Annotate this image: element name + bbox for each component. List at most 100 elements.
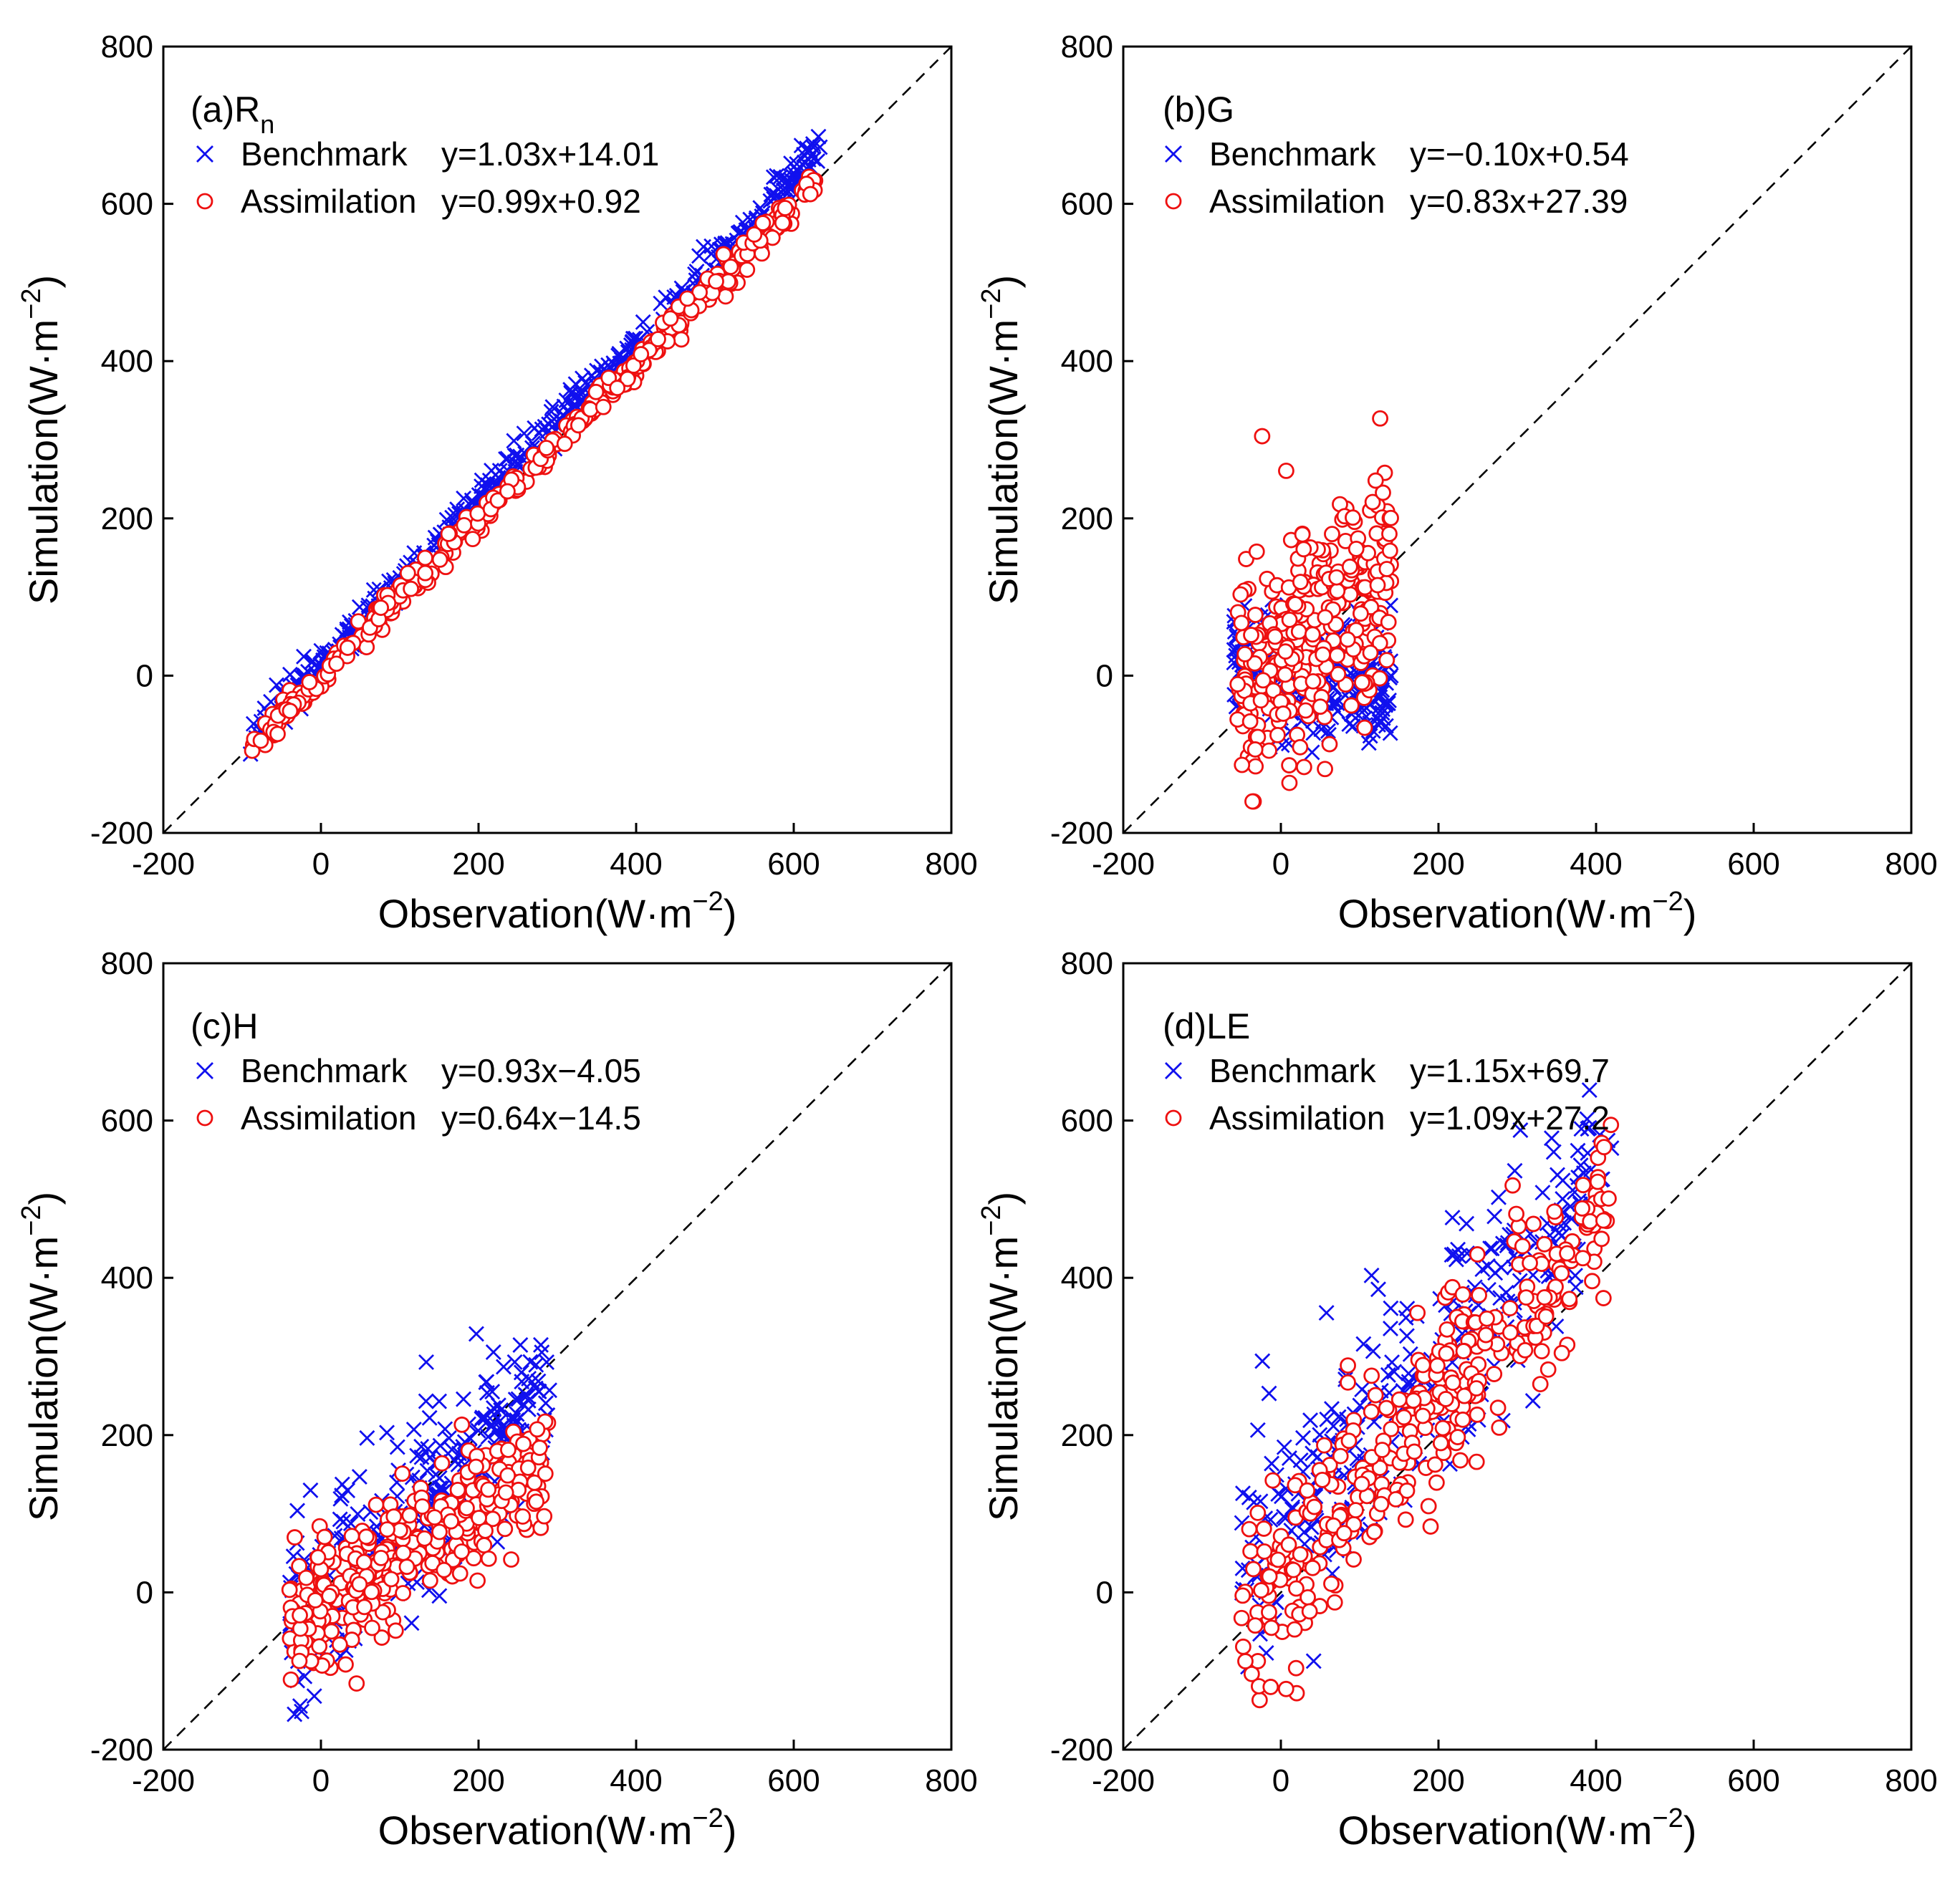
benchmark-point xyxy=(287,1706,303,1722)
assimilation-point xyxy=(1294,526,1311,543)
assimilation-point xyxy=(625,357,642,374)
benchmark-point xyxy=(296,648,312,665)
assimilation-point xyxy=(1426,1456,1443,1473)
assimilation-point xyxy=(673,331,690,348)
panel-2: -200 0 200 400 600 800 -200 0 200 400 600 800 Observ… xyxy=(16,946,978,1853)
benchmark-point xyxy=(1474,1261,1491,1278)
assimilation-point xyxy=(1469,1246,1486,1263)
assimilation-point xyxy=(526,1474,543,1491)
y-tick-label: 200 xyxy=(1061,501,1113,536)
benchmark-point xyxy=(489,1533,506,1550)
benchmark-point xyxy=(567,387,583,404)
benchmark-point xyxy=(1386,1364,1403,1380)
x-axis-title-close: ) xyxy=(724,891,737,936)
assimilation-point xyxy=(449,1481,466,1498)
y-tick-label: 600 xyxy=(101,1104,153,1139)
benchmark-point xyxy=(379,1424,395,1441)
y-tick-label: 600 xyxy=(101,187,153,222)
assimilation-point xyxy=(536,1508,553,1525)
y-axis-unit-exponent: −2 xyxy=(16,289,47,319)
benchmark-point xyxy=(302,1482,319,1498)
benchmark-point xyxy=(810,153,826,169)
benchmark-point xyxy=(413,1449,430,1465)
assimilation-point xyxy=(453,1543,470,1560)
benchmark-point xyxy=(418,1393,434,1409)
assimilation-point xyxy=(417,564,434,582)
assimilation-point xyxy=(1340,1374,1356,1391)
y-tick-label: 0 xyxy=(1096,658,1113,693)
assimilation-point xyxy=(1305,672,1322,690)
assimilation-point xyxy=(1243,627,1259,643)
assimilation-point xyxy=(1324,526,1340,543)
assimilation-point xyxy=(1383,1420,1400,1437)
assimilation-point xyxy=(282,703,299,720)
assimilation-point xyxy=(337,1656,354,1673)
assimilation-point xyxy=(1246,741,1264,758)
y-tick-label: 400 xyxy=(101,344,153,379)
assimilation-point xyxy=(1287,596,1304,612)
assimilation-point xyxy=(532,1440,548,1456)
legend-label: Benchmark xyxy=(1209,1052,1377,1089)
assimilation-point xyxy=(1280,1536,1297,1553)
assimilation-point xyxy=(496,1520,514,1538)
assimilation-point xyxy=(1514,1238,1531,1255)
benchmark-legend-marker xyxy=(196,145,213,163)
assimilation-point xyxy=(1353,605,1369,622)
assimilation-point xyxy=(1292,738,1309,756)
y-axis-title: Simulation(W·m−2) xyxy=(976,1192,1026,1521)
legend-label: Assimilation xyxy=(241,1099,416,1137)
panel-title: (c)H xyxy=(191,1006,258,1046)
assimilation-point xyxy=(802,185,819,203)
y-tick-label: 0 xyxy=(136,1575,153,1610)
assimilation-point xyxy=(1374,1442,1390,1458)
assimilation-point xyxy=(1489,1399,1507,1417)
assimilation-point xyxy=(1299,1482,1316,1499)
benchmark-point xyxy=(350,1506,366,1522)
benchmark-point xyxy=(432,1437,448,1454)
panel-letter: (a) xyxy=(191,90,234,130)
assimilation-point xyxy=(514,1508,532,1525)
assimilation-point xyxy=(1261,1568,1278,1585)
assimilation-point xyxy=(1304,626,1321,643)
assimilation-point xyxy=(633,346,650,362)
x-axis-title-close: ) xyxy=(724,1808,737,1853)
assimilation-point xyxy=(1356,719,1373,736)
assimilation-point xyxy=(1479,1310,1495,1327)
assimilation-point xyxy=(570,417,587,434)
y-axis-title: Simulation(W·m−2) xyxy=(976,275,1026,604)
assimilation-point xyxy=(421,1572,438,1589)
series-assimilation xyxy=(281,1413,557,1692)
assimilation-point xyxy=(609,380,626,397)
assimilation-point xyxy=(1536,1289,1553,1306)
assimilation-point xyxy=(746,226,763,243)
y-tick-label: 600 xyxy=(1061,1104,1113,1139)
y-axis-title-text: Simulation(W·m xyxy=(981,1236,1026,1521)
assimilation-point xyxy=(1229,675,1246,693)
assimilation-point xyxy=(499,1441,517,1458)
assimilation-point xyxy=(385,1508,403,1525)
assimilation-point xyxy=(424,1555,441,1571)
benchmark-point xyxy=(490,1397,506,1414)
assimilation-point xyxy=(1341,558,1358,575)
assimilation-point xyxy=(1362,645,1379,661)
assimilation-point xyxy=(364,1619,380,1636)
assimilation-point xyxy=(1561,1291,1578,1308)
benchmark-point xyxy=(812,139,828,155)
x-axis-title: Observation(W·m−2) xyxy=(1338,887,1697,936)
assimilation-point xyxy=(1422,1518,1439,1535)
x-tick-label: 0 xyxy=(1272,1763,1289,1798)
y-tick-label: -200 xyxy=(90,816,153,851)
assimilation-point xyxy=(1241,713,1259,730)
assimilation-point xyxy=(1432,1435,1449,1452)
benchmark-point xyxy=(1355,1336,1372,1352)
legend-label: Benchmark xyxy=(241,1052,408,1089)
assimilation-point xyxy=(1539,1361,1557,1378)
assimilation-point xyxy=(1504,1177,1521,1194)
assimilation-point xyxy=(1438,1345,1455,1362)
legend-entry: Benchmark y=−0.10x+0.54 xyxy=(1165,135,1629,173)
benchmark-point xyxy=(521,1370,537,1387)
benchmark-point xyxy=(468,1326,484,1342)
assimilation-point xyxy=(1262,1679,1279,1695)
assimilation-point xyxy=(1589,1173,1606,1190)
benchmark-point xyxy=(510,1391,527,1407)
